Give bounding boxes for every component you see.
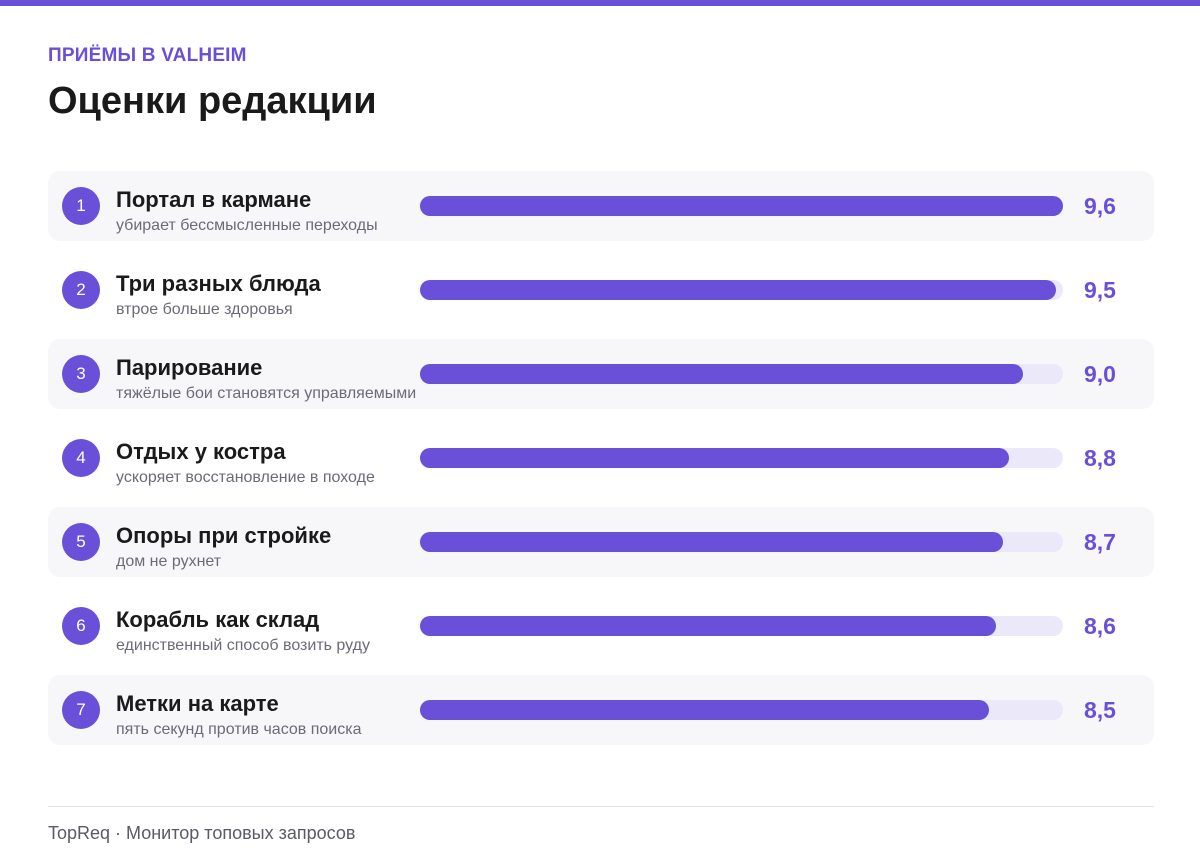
rank-badge: 4 xyxy=(62,439,100,477)
item-name: Опоры при стройке xyxy=(116,523,332,548)
bar-fill xyxy=(420,364,1023,384)
bar-fill xyxy=(420,196,1063,216)
bar-fill xyxy=(420,700,990,720)
chart-row: 6 Корабль как склад единственный способ во… xyxy=(48,591,1154,661)
section-kicker: ПРИЁМЫ В VALHEIM xyxy=(48,45,247,66)
score-label: 8,6 xyxy=(1084,613,1116,639)
item-description: тяжёлые бои становятся управляемыми xyxy=(116,385,417,402)
item-description: втрое больше здоровья xyxy=(116,301,293,318)
bar-track xyxy=(420,196,1063,216)
item-name: Отдых у костра xyxy=(116,439,286,464)
chart-row: 4 Отдых у костра ускоряет восстановление в… xyxy=(48,423,1154,493)
rank-badge: 2 xyxy=(62,271,100,309)
item-description: дом не рухнет xyxy=(116,553,222,570)
rank-badge: 3 xyxy=(62,355,100,393)
score-label: 8,8 xyxy=(1084,445,1116,471)
item-name: Корабль как склад xyxy=(116,607,320,632)
item-description: убирает бессмысленные переходы xyxy=(116,217,378,234)
bar-track xyxy=(420,616,1063,636)
chart-row: 7 Метки на карте пять секунд против часов … xyxy=(48,675,1154,745)
bar-fill xyxy=(420,448,1010,468)
score-label: 8,7 xyxy=(1084,529,1116,555)
rank-badge: 5 xyxy=(62,523,100,561)
chart-row: 5 Опоры при стройке дом не рухнет 8,7 xyxy=(48,507,1154,577)
score-label: 9,0 xyxy=(1084,361,1116,387)
item-name: Метки на карте xyxy=(116,691,279,716)
score-label: 9,6 xyxy=(1084,193,1116,219)
item-description: ускоряет восстановление в походе xyxy=(116,469,375,486)
rank-badge: 1 xyxy=(62,187,100,225)
chart-row: 1 Портал в кармане убирает бессмысленные п… xyxy=(48,171,1154,241)
rank-badge: 6 xyxy=(62,607,100,645)
bar-fill xyxy=(420,532,1003,552)
bar-track xyxy=(420,280,1063,300)
footer-divider xyxy=(48,806,1154,807)
item-name: Парирование xyxy=(116,355,263,380)
top-accent-bar xyxy=(0,0,1200,6)
chart-row: 3 Парирование тяжёлые бои становятся управ… xyxy=(48,339,1154,409)
item-description: пять секунд против часов поиска xyxy=(116,721,362,738)
bar-track xyxy=(420,532,1063,552)
item-description: единственный способ возить руду xyxy=(116,637,370,654)
item-name: Портал в кармане xyxy=(116,187,312,212)
bar-track xyxy=(420,364,1063,384)
bar-track xyxy=(420,448,1063,468)
footer-source: TopReq · Монитор топовых запросов xyxy=(48,823,356,843)
bar-fill xyxy=(420,616,996,636)
ratings-chart: 1 Портал в кармане убирает бессмысленные п… xyxy=(48,171,1154,759)
page-title: Оценки редакции xyxy=(48,80,377,122)
chart-row: 2 Три разных блюда втрое больше здоровья 9,… xyxy=(48,255,1154,325)
rank-badge: 7 xyxy=(62,691,100,729)
bar-track xyxy=(420,700,1063,720)
item-name: Три разных блюда xyxy=(116,271,321,296)
score-label: 9,5 xyxy=(1084,277,1116,303)
bar-fill xyxy=(420,280,1057,300)
score-label: 8,5 xyxy=(1084,697,1116,723)
